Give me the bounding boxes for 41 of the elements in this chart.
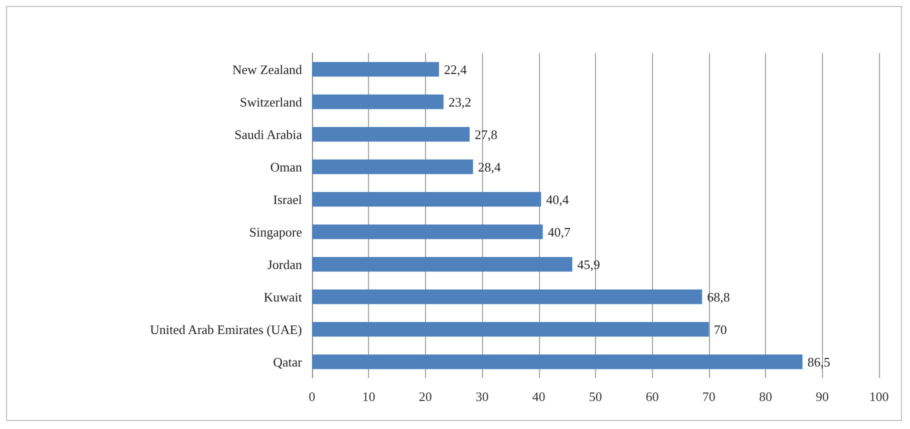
bar [312, 94, 444, 110]
y-tick-label: Jordan [267, 256, 302, 272]
x-tick-label: 80 [759, 389, 772, 404]
x-tick-label: 40 [532, 389, 546, 404]
y-tick-label: Kuwait [264, 289, 302, 304]
y-tick-label: Singapore [249, 224, 302, 240]
bar [312, 289, 702, 304]
data-label: 28,4 [478, 159, 502, 174]
y-tick-label: New Zealand [232, 62, 302, 77]
x-tick-label: 0 [308, 389, 316, 404]
y-tick-label: Oman [270, 159, 302, 174]
data-label: 86,5 [807, 354, 830, 370]
data-label: 45,9 [577, 256, 600, 272]
x-tick-label: 60 [646, 389, 659, 404]
y-tick-label: Saudi Arabia [234, 126, 302, 142]
x-tick-label: 10 [362, 389, 376, 404]
x-tick-label: 100 [869, 389, 889, 404]
y-tick-label: Israel [273, 192, 302, 207]
bar [312, 126, 470, 142]
data-label: 22,4 [444, 62, 468, 77]
data-label: 68,8 [707, 289, 730, 304]
bar [312, 224, 543, 240]
y-tick-label: United Arab Emirates (UAE) [150, 322, 302, 337]
data-label: 40,4 [546, 192, 570, 207]
x-tick-label: 90 [816, 389, 829, 404]
x-tick-label: 50 [589, 389, 602, 404]
x-tick-label: 70 [702, 389, 716, 404]
bar [312, 62, 440, 77]
x-tick-label: 30 [476, 389, 489, 404]
bar [312, 159, 474, 174]
bar [312, 256, 572, 272]
data-label: 23,2 [448, 94, 472, 110]
data-label: 70 [714, 322, 727, 337]
data-label: 27,8 [474, 126, 498, 142]
bar [312, 322, 709, 337]
data-label: 40,7 [548, 224, 572, 240]
bar [312, 192, 542, 207]
y-tick-label: Qatar [273, 354, 303, 370]
bar [312, 354, 802, 370]
y-tick-label: Switzerland [240, 94, 302, 110]
x-tick-label: 20 [418, 389, 432, 404]
